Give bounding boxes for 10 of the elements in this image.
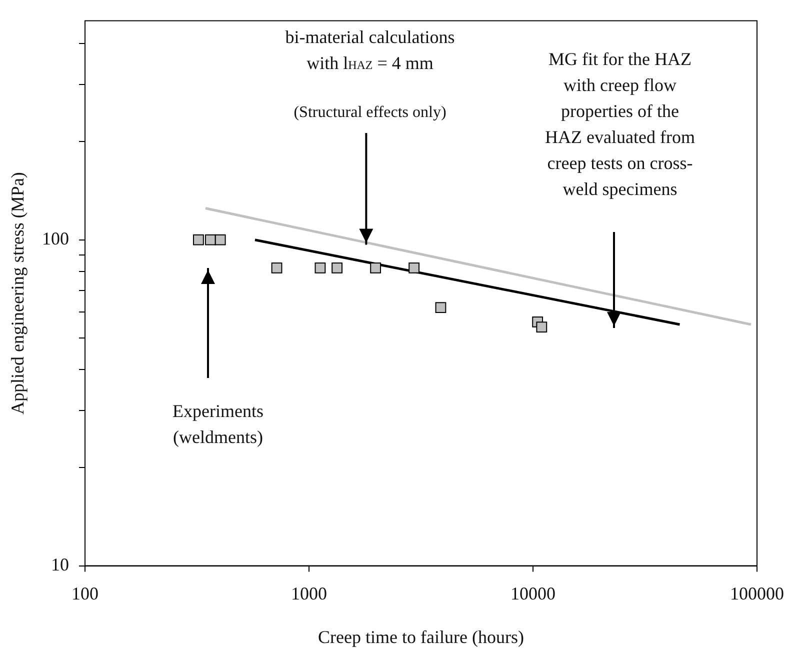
x-tick-label: 10000 xyxy=(510,583,556,604)
x-tick-label: 100000 xyxy=(730,583,784,604)
annotation: (Structural effects only) xyxy=(294,103,446,123)
y-axis-title: Applied engineering stress (MPa) xyxy=(8,172,28,415)
y-tick-label: 10 xyxy=(51,554,69,575)
annotation: MG fit for the HAZ with creep flow properties of the HAZ evaluated from creep tests on cross- weld specimens xyxy=(545,48,695,201)
annotation: Experiments (weldments) xyxy=(172,400,264,449)
x-tick-label: 100 xyxy=(72,583,98,604)
x-axis-title: Creep time to failure (hours) xyxy=(318,626,524,647)
x-tick-label: 1000 xyxy=(291,583,327,604)
